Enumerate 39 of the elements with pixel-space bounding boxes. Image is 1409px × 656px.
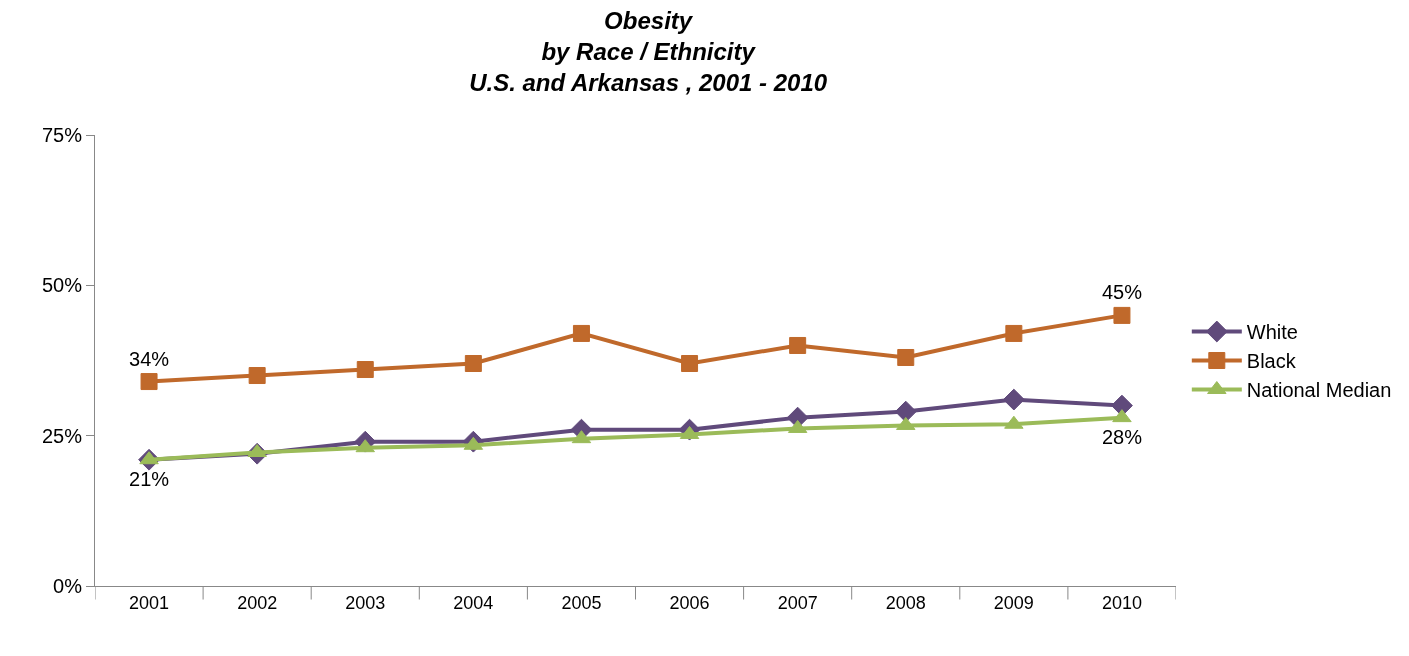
y-tick-label: 0% — [53, 575, 83, 597]
point — [1004, 415, 1024, 429]
x-tick-label: 2002 — [237, 592, 278, 613]
x-tick-label: 2006 — [669, 592, 710, 613]
data-label: 21% — [129, 467, 170, 490]
point — [356, 361, 374, 379]
point — [139, 451, 159, 465]
x-tick-label: 2003 — [345, 592, 386, 613]
point — [1113, 306, 1131, 324]
point — [896, 416, 916, 430]
x-tick-label: 2005 — [561, 592, 602, 613]
x-tick-label: 2010 — [1101, 592, 1142, 613]
x-tick-label: 2007 — [777, 592, 818, 613]
legend-label: White — [1246, 321, 1298, 344]
y-tick-label: 50% — [41, 274, 83, 297]
data-label: 45% — [1101, 281, 1143, 304]
x-tick-label: 2004 — [453, 592, 494, 613]
data-label: 34% — [129, 347, 170, 370]
data-label: 28% — [1101, 425, 1143, 448]
x-tick-label: 2001 — [129, 592, 170, 613]
chart-title: Obesity by Race / Ethnicity U.S. and Arkansas , 2001 - 2010 — [469, 6, 828, 97]
point — [140, 373, 158, 391]
x-tick-label: 2008 — [885, 592, 926, 613]
point — [1002, 388, 1025, 411]
point — [572, 324, 590, 342]
point — [1112, 409, 1132, 423]
point — [464, 355, 482, 373]
point — [681, 355, 699, 373]
x-tick-label: 2009 — [993, 592, 1034, 613]
point — [1005, 324, 1023, 342]
point — [355, 439, 375, 453]
y-tick-label: 75% — [41, 124, 83, 146]
point — [789, 336, 807, 354]
point — [894, 400, 917, 423]
y-tick-label: 25% — [41, 424, 83, 447]
point — [897, 348, 915, 366]
legend-label: Black — [1246, 350, 1297, 373]
point — [248, 367, 266, 385]
legend-label: National Median — [1246, 379, 1392, 402]
